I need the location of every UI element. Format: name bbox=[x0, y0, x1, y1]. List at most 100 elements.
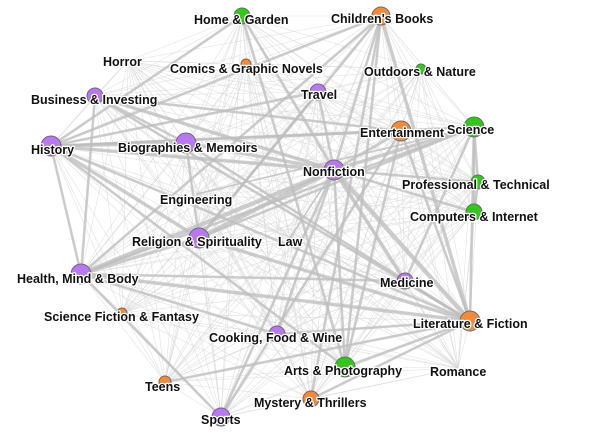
faint-edge bbox=[121, 312, 312, 400]
faint-edge bbox=[80, 273, 459, 369]
faint-edge bbox=[164, 366, 346, 383]
node-scifi[interactable] bbox=[116, 307, 128, 319]
faint-edge bbox=[185, 142, 278, 335]
faint-edge bbox=[344, 280, 406, 368]
faint-edge bbox=[80, 193, 198, 275]
label-computers: Computers & Internet bbox=[410, 210, 539, 224]
faint-edge bbox=[80, 91, 319, 275]
label-medicine: Medicine bbox=[380, 276, 434, 290]
faint-edge bbox=[420, 68, 471, 322]
faint-edge bbox=[380, 15, 406, 282]
node-childrens-books[interactable] bbox=[371, 6, 391, 26]
node-business[interactable] bbox=[86, 87, 104, 105]
edge-nonfiction-business bbox=[93, 94, 336, 172]
faint-edge bbox=[420, 68, 475, 128]
strong-edge-layer bbox=[49, 14, 480, 419]
label-horror: Horror bbox=[103, 55, 142, 69]
edge-business-health bbox=[79, 94, 97, 276]
edge-mystery-childrens-books bbox=[309, 14, 383, 401]
faint-edge bbox=[245, 63, 475, 128]
node-teens[interactable] bbox=[158, 375, 172, 389]
faint-edge bbox=[94, 15, 243, 97]
faint-edge bbox=[164, 381, 222, 418]
faint-edge bbox=[380, 15, 422, 70]
node-history[interactable] bbox=[40, 135, 62, 157]
node-arts[interactable] bbox=[334, 356, 356, 378]
faint-edge bbox=[404, 68, 422, 282]
label-mystery: Mystery & Thrillers bbox=[254, 396, 367, 410]
node-cooking[interactable] bbox=[268, 325, 286, 343]
node-biographies[interactable] bbox=[175, 132, 197, 154]
label-layer: Home & Garden Children's Books Horror Comic… bbox=[16, 11, 551, 429]
node-outdoors[interactable] bbox=[415, 63, 427, 75]
node-health[interactable] bbox=[70, 263, 92, 285]
edge-health-sports bbox=[79, 272, 223, 419]
faint-edge bbox=[80, 237, 291, 275]
faint-edge bbox=[196, 193, 406, 282]
edge-nonfiction-home-garden bbox=[240, 14, 336, 172]
faint-edge bbox=[121, 193, 198, 314]
faint-edge bbox=[220, 366, 346, 418]
node-religion[interactable] bbox=[188, 227, 210, 249]
node-nonfiction[interactable] bbox=[323, 159, 345, 181]
label-cooking: Cooking, Food & Wine bbox=[209, 331, 342, 345]
faint-edge bbox=[220, 211, 475, 418]
faint-edge bbox=[196, 193, 278, 335]
faint-edge bbox=[241, 15, 319, 93]
edge-nonfiction-computers bbox=[332, 168, 476, 214]
node-layer bbox=[40, 6, 486, 427]
edge-nonfiction-biographies bbox=[184, 141, 336, 172]
label-religion: Religion & Spirituality bbox=[132, 235, 262, 249]
faint-edge bbox=[121, 63, 247, 314]
node-comics[interactable] bbox=[240, 58, 252, 70]
faint-edge bbox=[185, 91, 319, 144]
faint-edge bbox=[245, 63, 422, 70]
faint-edge bbox=[198, 15, 243, 239]
faint-edge bbox=[164, 237, 291, 383]
node-home-garden[interactable] bbox=[233, 7, 251, 25]
faint-edge bbox=[164, 181, 479, 383]
faint-edge bbox=[94, 91, 319, 97]
node-computers[interactable] bbox=[465, 203, 483, 221]
edge-medicine-science bbox=[403, 125, 476, 283]
faint-edge bbox=[50, 95, 96, 147]
faint-edge bbox=[420, 68, 475, 213]
edge-literature-entertainment bbox=[399, 129, 472, 323]
faint-edge bbox=[80, 63, 247, 275]
node-mystery[interactable] bbox=[302, 390, 320, 408]
node-entertainment[interactable] bbox=[390, 120, 412, 142]
faint-edge bbox=[317, 91, 475, 128]
label-health: Health, Mind & Body bbox=[17, 272, 139, 286]
faint-edge bbox=[127, 60, 335, 171]
edge-travel-history bbox=[49, 90, 320, 148]
edge-sports-entertainment bbox=[219, 129, 403, 419]
faint-edge bbox=[121, 312, 471, 322]
label-teens: Teens bbox=[145, 380, 180, 394]
node-travel[interactable] bbox=[309, 83, 327, 101]
faint-edge bbox=[196, 15, 243, 195]
faint-edge bbox=[164, 126, 475, 383]
edge-nonfiction-arts bbox=[332, 168, 347, 369]
edge-arts-history bbox=[49, 144, 347, 369]
edge-biographies-religion bbox=[184, 141, 201, 240]
faint-edge bbox=[344, 126, 475, 368]
node-sports[interactable] bbox=[211, 407, 231, 427]
label-childrens-books: Children's Books bbox=[331, 12, 433, 26]
faint-edge bbox=[317, 91, 346, 368]
faint-edge bbox=[50, 145, 312, 400]
node-medicine[interactable] bbox=[396, 272, 414, 290]
node-literature[interactable] bbox=[459, 310, 481, 332]
faint-edge bbox=[220, 398, 312, 418]
faint-edge bbox=[94, 95, 222, 418]
edge-health-medicine bbox=[79, 272, 407, 283]
edge-childrens-books-health bbox=[79, 14, 383, 276]
node-professional[interactable] bbox=[470, 174, 486, 190]
node-science[interactable] bbox=[463, 116, 485, 138]
edge-cooking-literature bbox=[275, 319, 472, 336]
faint-edge bbox=[80, 273, 346, 368]
faint-edge bbox=[94, 95, 200, 239]
faint-edge bbox=[245, 63, 312, 400]
label-biographies: Biographies & Memoirs bbox=[118, 141, 258, 155]
label-sports: Sports bbox=[201, 413, 241, 427]
